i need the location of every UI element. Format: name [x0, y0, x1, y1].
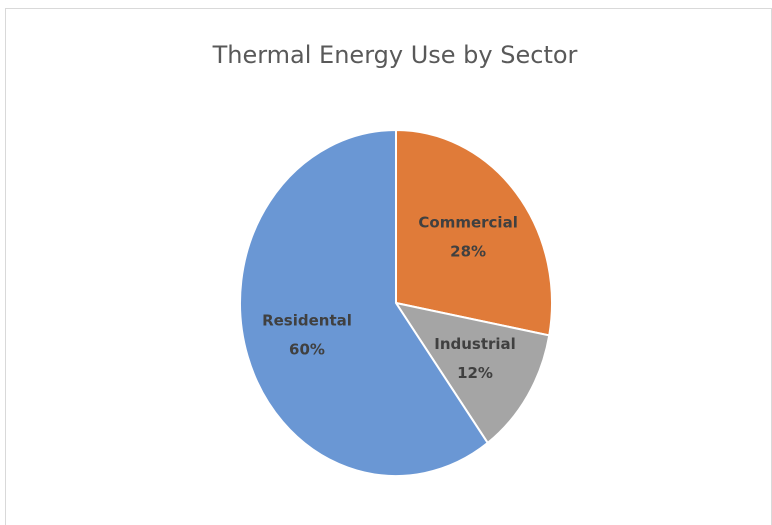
- slice-value-label: 12%: [457, 364, 493, 382]
- slice-name: Commercial: [418, 213, 517, 231]
- chart-title: Thermal Energy Use by Sector: [212, 41, 578, 69]
- pie-slice: [393, 301, 551, 445]
- slice-name: Residental: [262, 312, 352, 330]
- pie-slice: [395, 128, 553, 337]
- slice-value-label: 28%: [450, 242, 486, 260]
- slice-value-label: 60%: [289, 341, 325, 359]
- pie-slice: [238, 128, 490, 477]
- slice-name: Industrial: [434, 335, 516, 353]
